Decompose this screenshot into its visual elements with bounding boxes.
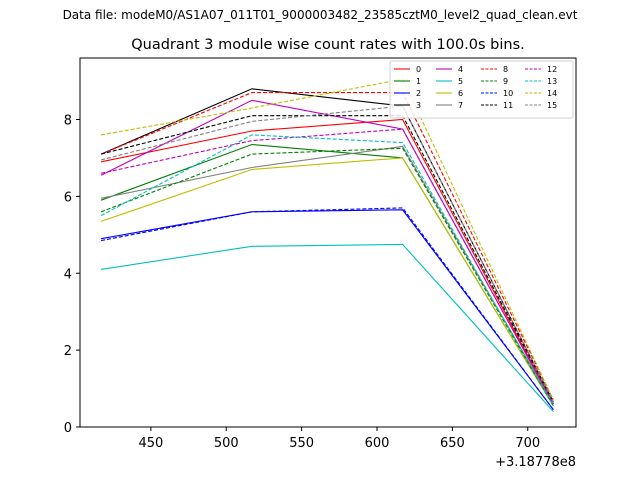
x-tick-label: 650 — [440, 436, 465, 451]
legend-label-4: 4 — [458, 65, 463, 74]
series-line-0 — [100, 118, 554, 405]
x-tick-label: 450 — [138, 436, 163, 451]
legend-label-13: 13 — [547, 77, 557, 86]
x-offset-label: +3.18778e8 — [495, 455, 576, 470]
legend-label-3: 3 — [416, 101, 421, 110]
series-line-2 — [101, 209, 554, 411]
series-line-6 — [100, 157, 554, 407]
figure-suptitle: Data file: modeM0/AS1A07_011T01_90000034… — [62, 8, 578, 22]
x-axis: 450 500 550 600 650 700 — [138, 427, 540, 451]
y-tick-label: 8 — [64, 114, 72, 129]
legend-box — [389, 60, 574, 119]
legend-label-0: 0 — [416, 65, 421, 74]
legend-label-9: 9 — [503, 77, 508, 86]
x-tick-label: 550 — [289, 436, 314, 451]
plot-frame — [79, 57, 577, 428]
series-line-3 — [100, 88, 554, 403]
legend-label-1: 1 — [416, 77, 421, 86]
x-tick-label: 500 — [214, 436, 239, 451]
y-axis: 0 2 4 6 8 — [64, 114, 80, 436]
legend-label-5: 5 — [458, 77, 463, 86]
legend-label-2: 2 — [416, 89, 421, 98]
series-line-5 — [101, 243, 554, 412]
legend-label-14: 14 — [547, 89, 557, 98]
x-tick-label: 700 — [515, 436, 540, 451]
series-line-12 — [100, 128, 554, 405]
chart-title: Quadrant 3 module wise count rates with … — [131, 37, 525, 53]
y-tick-label: 4 — [64, 267, 72, 282]
series-line-8 — [100, 92, 554, 401]
series-line-14 — [101, 78, 554, 401]
legend-label-11: 11 — [503, 101, 513, 110]
series-line-9 — [100, 147, 554, 407]
legend-label-15: 15 — [547, 101, 557, 110]
series-line-10 — [100, 207, 554, 411]
legend-label-6: 6 — [458, 89, 463, 98]
series-layer — [100, 78, 554, 412]
y-tick-label: 2 — [64, 344, 72, 359]
legend-label-7: 7 — [458, 101, 463, 110]
y-tick-label: 6 — [64, 190, 72, 205]
legend-label-8: 8 — [503, 65, 508, 74]
legend-label-12: 12 — [547, 65, 557, 74]
series-line-11 — [100, 115, 554, 403]
legend-label-10: 10 — [503, 89, 513, 98]
x-tick-label: 600 — [365, 436, 390, 451]
series-line-15 — [100, 105, 554, 403]
series-line-13 — [100, 134, 554, 407]
series-line-4 — [100, 99, 554, 405]
y-tick-label: 0 — [64, 421, 72, 436]
